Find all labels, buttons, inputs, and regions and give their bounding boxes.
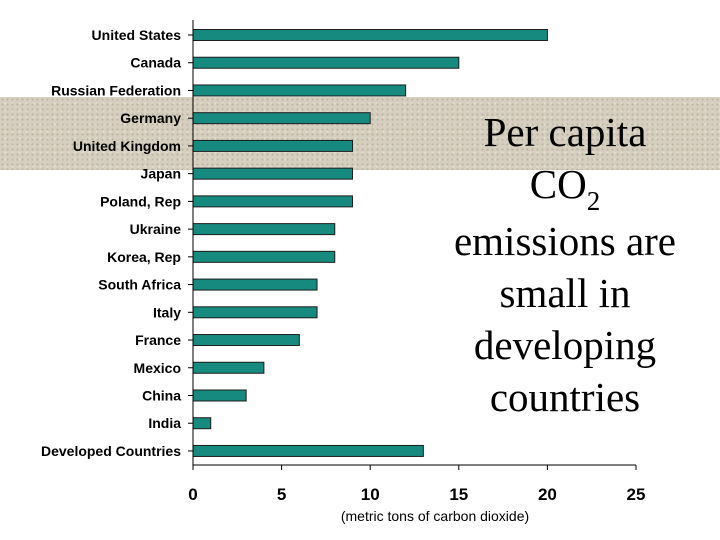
bar-united-states	[192, 29, 548, 41]
x-tick-label: 15	[449, 485, 468, 504]
bar-france	[192, 334, 300, 347]
bar-united-kingdom	[192, 139, 353, 152]
tick-labels-layer: 0 5 10 15 20 25	[188, 485, 645, 504]
category-label: Russian Federation	[51, 82, 181, 98]
bar-south-africa	[192, 278, 318, 291]
bar-germany	[192, 112, 371, 125]
title-subscript: 2	[586, 186, 601, 216]
category-label: Poland, Rep	[100, 193, 181, 209]
bars-layer	[192, 29, 548, 457]
x-tick-label: 25	[627, 485, 646, 504]
category-label: Canada	[130, 55, 181, 71]
bar-developed-countries	[192, 444, 424, 457]
bar-korea-rep	[192, 250, 336, 263]
slide-title: Per capita CO2 emissions are small in de…	[430, 106, 700, 423]
x-tick-label: 5	[277, 485, 286, 504]
category-label: Korea, Rep	[107, 249, 181, 265]
axes-layer	[188, 20, 637, 470]
category-label: South Africa	[98, 277, 181, 293]
category-label: Japan	[141, 166, 181, 182]
bar-russian-federation	[192, 84, 407, 97]
bar-poland-rep	[192, 195, 353, 208]
x-axis-label: (metric tons of carbon dioxide)	[341, 508, 529, 524]
category-labels-layer: United States Canada Russian Federation Ger…	[41, 27, 181, 459]
category-label: Ukraine	[130, 221, 182, 237]
bar-china	[192, 389, 247, 402]
bar-canada	[192, 56, 460, 69]
bar-ukraine	[192, 223, 336, 236]
slide-texture-band	[0, 97, 720, 170]
category-label: China	[142, 387, 181, 403]
category-label: India	[148, 415, 181, 431]
bar-mexico	[192, 361, 265, 374]
x-tick-label: 10	[361, 485, 380, 504]
x-tick-label: 0	[188, 485, 197, 504]
category-label: United Kingdom	[73, 138, 181, 154]
bar-italy	[192, 306, 318, 319]
category-label: France	[135, 332, 181, 348]
slide-title-rest: emissions are small in developing countr…	[453, 218, 677, 420]
slide-title-co2: CO2	[430, 158, 700, 216]
category-label: Germany	[120, 110, 181, 126]
bar-japan	[192, 167, 353, 180]
category-label: Developed Countries	[41, 443, 181, 459]
bar-india	[192, 417, 212, 430]
x-tick-label: 20	[538, 485, 557, 504]
slide-title-line1: Per capita	[483, 109, 647, 155]
category-label: Mexico	[134, 360, 181, 376]
title-co-text: CO	[529, 161, 587, 207]
category-label: Italy	[153, 304, 181, 320]
category-label: United States	[92, 27, 182, 43]
